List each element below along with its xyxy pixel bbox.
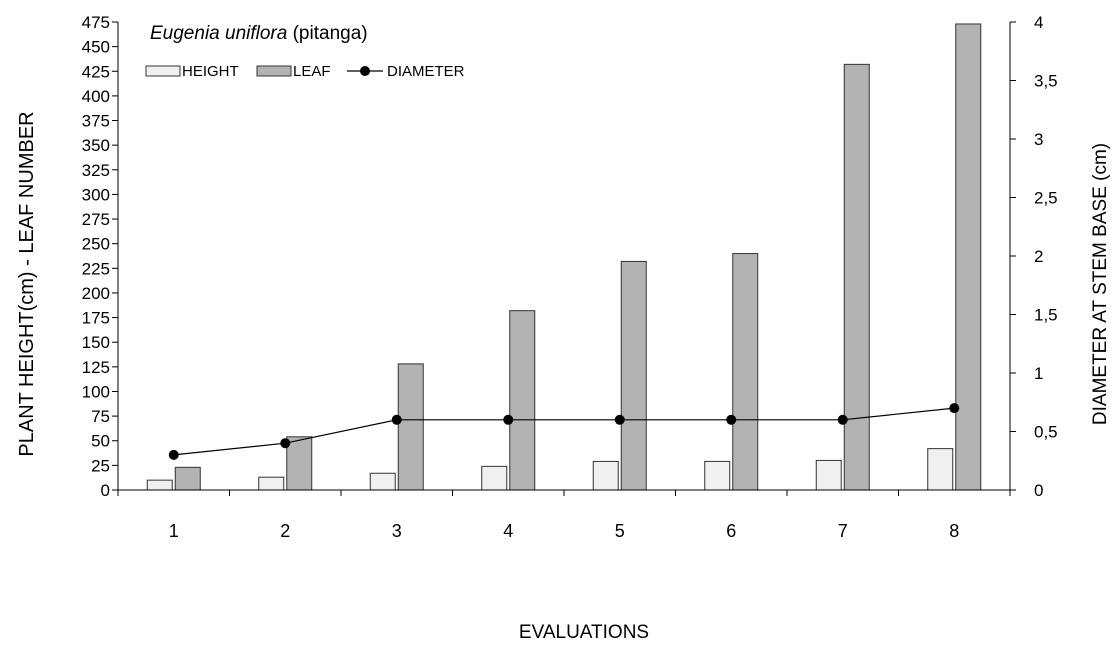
chart-title-species: Eugenia uniflora bbox=[150, 23, 287, 44]
bar-leaf-7 bbox=[843, 63, 870, 491]
x-tick-label: 8 bbox=[949, 521, 959, 541]
legend-label-leaf: LEAF bbox=[293, 63, 331, 80]
x-tick-label: 1 bbox=[169, 521, 179, 541]
y-left-tick-label: 25 bbox=[91, 456, 110, 475]
y-left-tick-label: 300 bbox=[82, 185, 110, 204]
bar-leaf-2 bbox=[286, 436, 313, 491]
bar-height-1 bbox=[146, 479, 173, 491]
point-diameter-8 bbox=[949, 403, 960, 414]
x-tick-label: 4 bbox=[503, 521, 513, 541]
x-axis-label: EVALUATIONS bbox=[519, 622, 649, 643]
point-diameter-3 bbox=[391, 414, 402, 425]
bar-leaf-5 bbox=[620, 260, 647, 491]
y-right-tick-label: 4 bbox=[1034, 13, 1043, 32]
bar-height-7 bbox=[815, 459, 842, 491]
y-right-tick-label: 2,5 bbox=[1034, 189, 1058, 208]
legend-label-height: HEIGHT bbox=[182, 63, 239, 80]
y-left-tick-label: 75 bbox=[91, 407, 110, 426]
y-left-tick-label: 425 bbox=[82, 62, 110, 81]
x-tick-label: 6 bbox=[726, 521, 736, 541]
y-left-tick-label: 125 bbox=[82, 358, 110, 377]
legend-swatch-height bbox=[145, 65, 181, 77]
y-left-tick-label: 0 bbox=[101, 481, 110, 500]
bar-height-3 bbox=[369, 472, 396, 491]
y-left-tick-label: 100 bbox=[82, 382, 110, 401]
y-left-tick-label: 350 bbox=[82, 136, 110, 155]
y-left-tick-label: 150 bbox=[82, 333, 110, 352]
bar-height-4 bbox=[481, 465, 508, 491]
y-right-tick-label: 2 bbox=[1034, 247, 1043, 266]
y-right-tick-label: 3 bbox=[1034, 130, 1043, 149]
y-left-tick-label: 375 bbox=[82, 112, 110, 131]
y-right-tick-label: 1,5 bbox=[1034, 306, 1058, 325]
y-left-tick-label: 250 bbox=[82, 235, 110, 254]
bar-leaf-3 bbox=[397, 363, 424, 491]
legend-swatch-leaf bbox=[256, 65, 292, 77]
line-diameter bbox=[173, 407, 955, 456]
bar-height-6 bbox=[704, 460, 731, 491]
legend-label-diameter: DIAMETER bbox=[387, 63, 465, 80]
point-diameter-5 bbox=[614, 414, 625, 425]
y-right-tick-label: 0,5 bbox=[1034, 423, 1058, 442]
y-left-tick-label: 275 bbox=[82, 210, 110, 229]
chart-title: Eugenia uniflora (pitanga) bbox=[150, 23, 368, 44]
point-diameter-7 bbox=[837, 414, 848, 425]
y-left-tick-label: 200 bbox=[82, 284, 110, 303]
bar-leaf-6 bbox=[732, 253, 759, 491]
y-left-tick-label: 325 bbox=[82, 161, 110, 180]
bar-leaf-1 bbox=[174, 466, 201, 491]
y-axis-label-left: PLANT HEIGHT(cm) - LEAF NUMBER bbox=[16, 111, 38, 456]
bar-leaf-8 bbox=[955, 23, 982, 491]
chart-title-common-name: (pitanga) bbox=[293, 23, 368, 44]
y-left-tick-label: 175 bbox=[82, 309, 110, 328]
y-left-tick-label: 400 bbox=[82, 87, 110, 106]
y-right-tick-label: 1 bbox=[1034, 364, 1043, 383]
x-tick-label: 3 bbox=[392, 521, 402, 541]
y-axis-label-right: DIAMETER AT STEM BASE (cm) bbox=[1090, 143, 1111, 425]
legend-marker-diameter bbox=[360, 66, 370, 76]
bar-height-5 bbox=[592, 460, 619, 491]
y-left-tick-label: 450 bbox=[82, 38, 110, 57]
x-tick-label: 7 bbox=[838, 521, 848, 541]
x-tick-label: 2 bbox=[280, 521, 290, 541]
x-tick-label: 5 bbox=[615, 521, 625, 541]
point-diameter-1 bbox=[168, 449, 179, 460]
point-diameter-2 bbox=[280, 438, 291, 449]
y-left-tick-label: 475 bbox=[82, 13, 110, 32]
point-diameter-6 bbox=[726, 414, 737, 425]
y-left-tick-label: 50 bbox=[91, 432, 110, 451]
y-left-tick-label: 225 bbox=[82, 259, 110, 278]
bar-height-8 bbox=[927, 448, 954, 491]
bar-leaf-4 bbox=[509, 310, 536, 491]
point-diameter-4 bbox=[503, 414, 514, 425]
y-right-tick-label: 0 bbox=[1034, 481, 1043, 500]
bar-height-2 bbox=[258, 476, 285, 491]
y-right-tick-label: 3,5 bbox=[1034, 72, 1058, 91]
